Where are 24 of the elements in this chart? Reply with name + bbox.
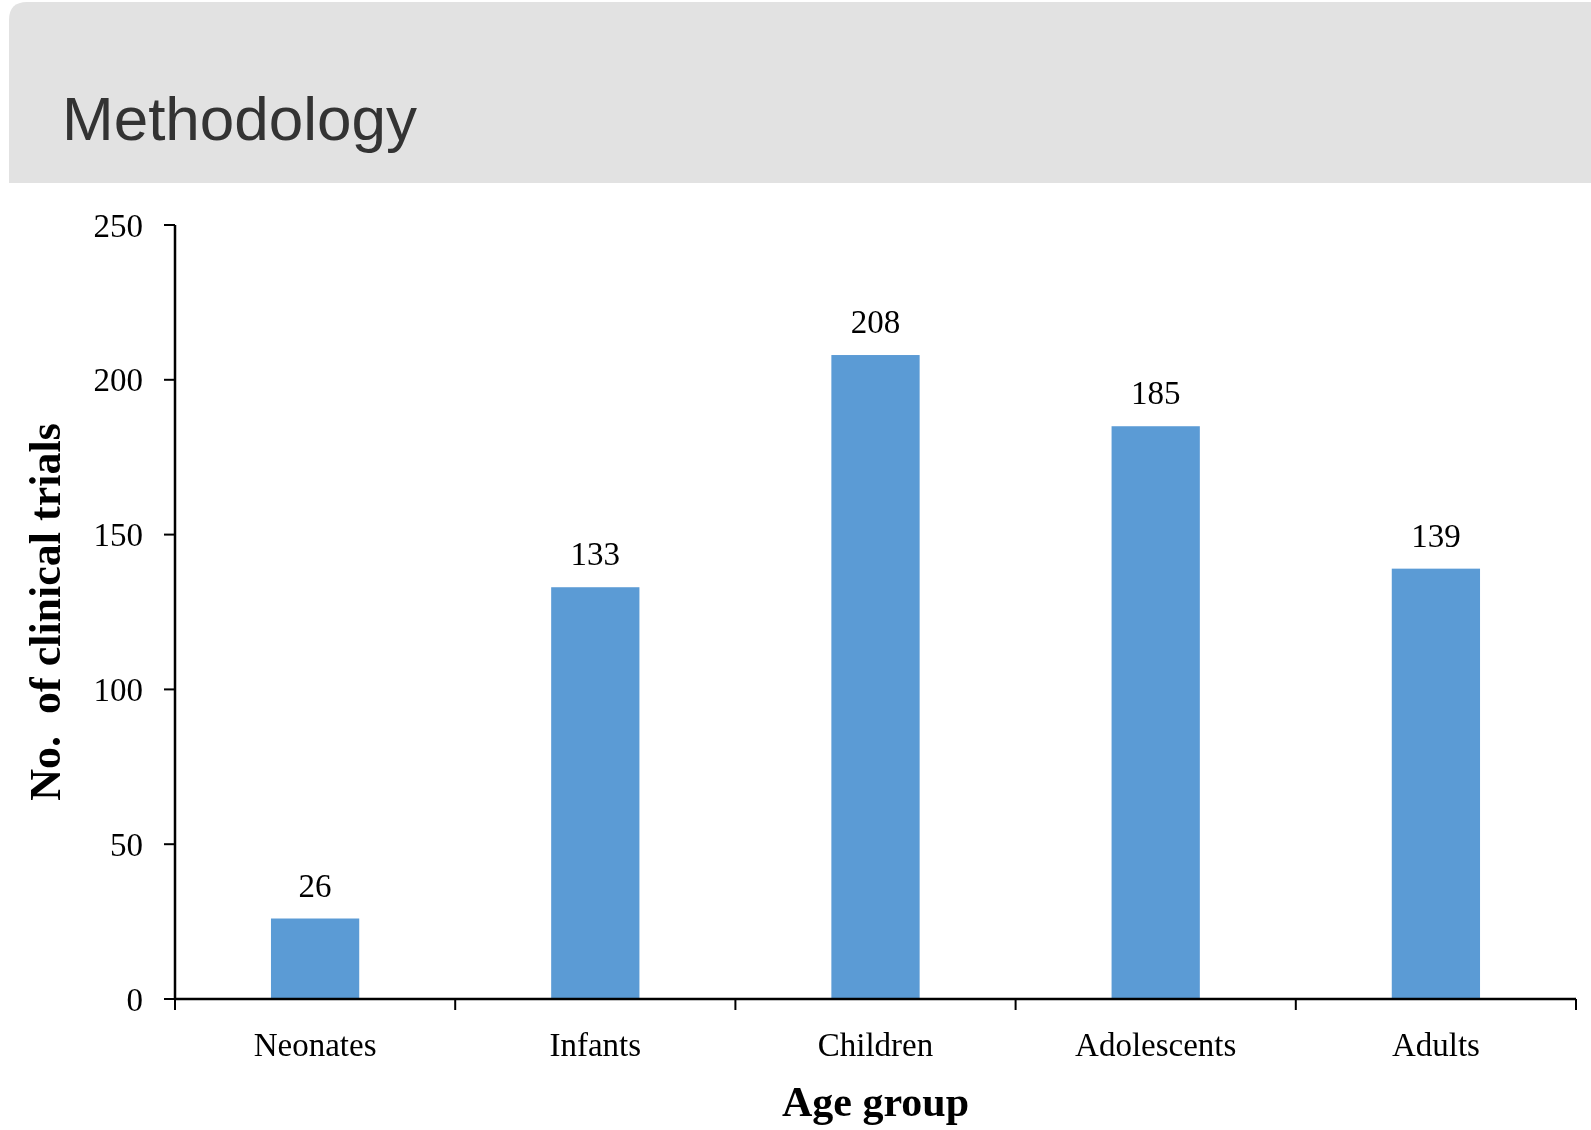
chart-title: Methodology xyxy=(62,84,418,153)
y-tick-label: 0 xyxy=(126,981,143,1018)
x-axis-title: Age group xyxy=(781,1079,970,1125)
data-label: 26 xyxy=(298,867,332,904)
bar xyxy=(270,918,360,999)
y-tick-label: 250 xyxy=(93,207,143,244)
data-label: 208 xyxy=(850,304,901,341)
x-tick-label: Children xyxy=(817,1027,934,1063)
x-tick-label: Adolescents xyxy=(1075,1027,1237,1063)
data-label: 139 xyxy=(1411,517,1461,554)
y-axis-title: No. of clinical trials xyxy=(21,423,70,801)
y-tick-label: 100 xyxy=(93,671,143,708)
bar xyxy=(1111,426,1200,999)
x-tick-label: Adults xyxy=(1391,1027,1480,1063)
bar xyxy=(1391,568,1481,999)
x-tick-label: Infants xyxy=(549,1027,642,1063)
y-tick-label: 150 xyxy=(93,517,143,554)
data-label: 133 xyxy=(570,536,621,573)
data-label: 185 xyxy=(1130,375,1181,412)
bar xyxy=(551,587,640,999)
y-tick-label: 50 xyxy=(110,826,143,863)
y-tick-label: 200 xyxy=(93,362,143,399)
x-tick-label: Neonates xyxy=(253,1027,377,1063)
bar xyxy=(831,355,920,999)
